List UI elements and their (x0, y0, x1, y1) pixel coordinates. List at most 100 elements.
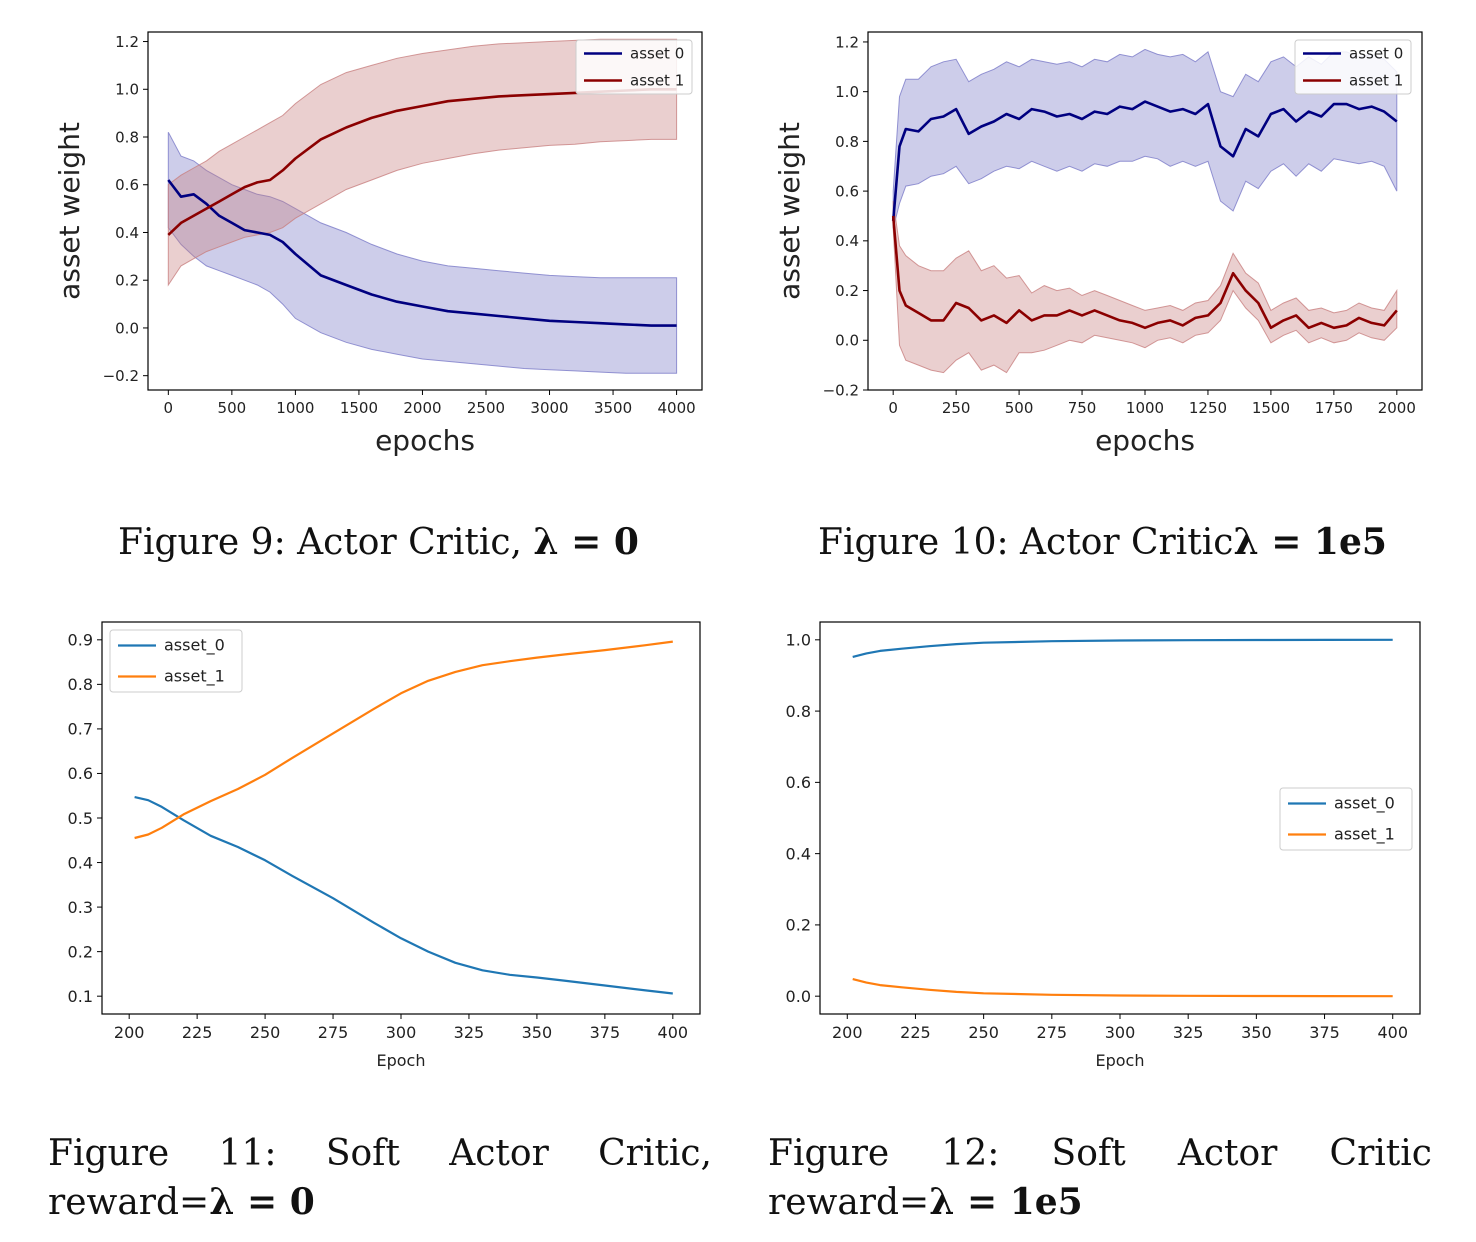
legend-label-0: asset 0 (630, 45, 684, 63)
x-tick-label: 1000 (276, 399, 314, 417)
x-tick-label: 375 (1309, 1023, 1340, 1042)
caption-fig9-math: λ = 0 (533, 521, 639, 563)
y-tick-label: 1.0 (115, 81, 139, 99)
y-tick-label: 0.8 (835, 133, 859, 151)
x-tick-label: 400 (1377, 1023, 1408, 1042)
caption-fig12-reward: reward= (768, 1182, 930, 1223)
series-line-0 (134, 796, 673, 995)
caption-fig10-math: λ = 1e5 (1233, 521, 1387, 563)
y-tick-label: 0.0 (786, 987, 811, 1006)
x-tick-label: 225 (900, 1023, 931, 1042)
caption-fig11-word: Figure (48, 1133, 170, 1174)
y-tick-label: 0.0 (115, 319, 139, 337)
caption-fig12-word: Figure (768, 1133, 890, 1174)
caption-fig12-word: 12: (941, 1133, 1000, 1174)
y-tick-label: 0.3 (68, 898, 93, 917)
x-tick-label: 300 (386, 1023, 417, 1042)
y-tick-label: 0.6 (68, 764, 93, 783)
x-tick-label: 250 (968, 1023, 999, 1042)
y-tick-label: 0.2 (835, 282, 859, 300)
caption-fig12-word: Soft (1051, 1133, 1126, 1174)
x-tick-label: 275 (1037, 1023, 1068, 1042)
chart-fig11: 200 225 250 275 300 325 350 375 400 0.1 0.2 0.3 0.4 0… (68, 621, 701, 1070)
x-tick-label: 1250 (1189, 399, 1227, 417)
y-tick-label: 0.1 (68, 987, 93, 1006)
x-tick-label: 200 (114, 1023, 145, 1042)
figure-12: 200 225 250 275 300 325 350 375 400 0.0 0.2 0.4 0.6 0… (738, 600, 1476, 1242)
x-tick-label: 325 (1173, 1023, 1204, 1042)
caption-fig12-math: λ = 1e5 (929, 1181, 1083, 1223)
x-tick-label: 3000 (530, 399, 568, 417)
y-tick-label: 0.2 (786, 916, 811, 935)
y-tick-label: 0.9 (68, 631, 93, 650)
x-tick-label: 275 (318, 1023, 349, 1042)
y-tick-label: −0.2 (823, 381, 859, 399)
x-tick-label: 350 (522, 1023, 553, 1042)
chart-fig10: 0 250 500 750 1000 1250 1500 1750 2000 −0.2 0.0 0.2… (773, 31, 1423, 457)
x-tick-label: 1500 (340, 399, 378, 417)
y-tick-label: 0.8 (115, 128, 139, 146)
y-tick-label: 0.8 (786, 702, 811, 721)
x-tick-label: 250 (250, 1023, 281, 1042)
series-line-0 (167, 179, 677, 327)
caption-fig12-line1: Figure 12: Soft Actor Critic (768, 1130, 1432, 1178)
series-line-1 (852, 978, 1393, 998)
legend-label-0: asset_0 (1334, 794, 1395, 814)
series-line-1 (134, 640, 673, 840)
x-tick-label: 250 (942, 399, 971, 417)
x-tick-label: 200 (832, 1023, 863, 1042)
y-tick-label: 0.6 (835, 183, 859, 201)
caption-fig12-word: Actor (1177, 1133, 1278, 1174)
caption-fig12: Figure 12: Soft Actor Critic reward=λ = … (768, 1130, 1432, 1227)
caption-fig10-text: Figure 10: Actor Critic (818, 522, 1234, 563)
caption-fig11-reward: reward= (48, 1182, 210, 1223)
x-tick-label: 750 (1068, 399, 1097, 417)
caption-fig12-word: Critic (1329, 1133, 1432, 1174)
x-tick-label: 300 (1105, 1023, 1136, 1042)
x-tick-label: 0 (164, 399, 174, 417)
legend-label-0: asset 0 (1349, 45, 1403, 63)
figure-9: 0 500 1000 1500 2000 2500 3000 3500 4000 −0.2 0.0 0… (0, 0, 738, 600)
y-tick-label: 0.4 (786, 844, 811, 863)
y-tick-label: 0.2 (68, 942, 93, 961)
x-tick-label: 500 (218, 399, 247, 417)
legend-label-0: asset_0 (164, 636, 225, 656)
x-tick-label: 225 (182, 1023, 213, 1042)
y-tick-label: 0.8 (68, 675, 93, 694)
caption-fig12-line2: reward=λ = 1e5 (768, 1178, 1432, 1227)
caption-fig11-word: Critic, (598, 1133, 712, 1174)
x-tick-label: 2000 (1378, 399, 1416, 417)
x-tick-label: 1750 (1315, 399, 1353, 417)
x-tick-label: 0 (888, 399, 898, 417)
caption-fig11-line1: Figure 11: Soft Actor Critic, (48, 1130, 712, 1178)
x-axis-label: epochs (1095, 424, 1195, 457)
x-axis-label: Epoch (1096, 1051, 1145, 1070)
series-band-0 (167, 131, 678, 374)
caption-fig9: Figure 9: Actor Critic, λ = 0 (118, 518, 639, 567)
caption-fig11-line2: reward=λ = 0 (48, 1178, 712, 1227)
caption-fig10: Figure 10: Actor Criticλ = 1e5 (818, 518, 1387, 567)
caption-fig11-word: 11: (218, 1133, 277, 1174)
y-tick-label: 0.4 (835, 232, 859, 250)
x-axis-label: epochs (375, 424, 475, 457)
plot-frame (147, 31, 703, 391)
series-line-1 (891, 215, 1398, 330)
y-tick-label: 0.2 (115, 272, 139, 290)
y-tick-label: 0.4 (68, 853, 93, 872)
caption-fig11: Figure 11: Soft Actor Critic, reward=λ =… (48, 1130, 712, 1227)
y-tick-label: 0.6 (786, 773, 811, 792)
y-tick-label: 0.6 (115, 176, 139, 194)
figure-10: 0 250 500 750 1000 1250 1500 1750 2000 −0.2 0.0 0.2… (738, 0, 1476, 600)
legend-label-1: asset_1 (1334, 825, 1395, 845)
figure-11: 200 225 250 275 300 325 350 375 400 0.1 0.2 0.3 0.4 0… (0, 600, 738, 1242)
caption-fig11-word: Soft (325, 1133, 400, 1174)
x-tick-label: 375 (590, 1023, 621, 1042)
chart-fig9: 0 500 1000 1500 2000 2500 3000 3500 4000 −0.2 0.0 0… (53, 31, 703, 457)
x-tick-label: 500 (1005, 399, 1034, 417)
y-tick-label: 1.2 (835, 33, 859, 51)
legend-label-1: asset 1 (1349, 72, 1403, 90)
caption-fig11-word: Actor (449, 1133, 549, 1174)
legend-label-1: asset 1 (630, 72, 684, 90)
caption-fig11-math: λ = 0 (209, 1181, 315, 1223)
y-tick-label: 0.7 (68, 720, 93, 739)
